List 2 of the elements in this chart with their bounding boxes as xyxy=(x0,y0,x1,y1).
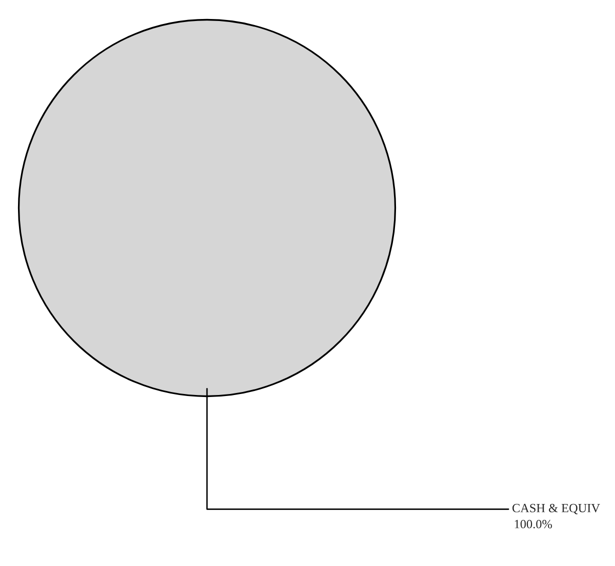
slice-label: CASH & EQUIV xyxy=(512,504,600,514)
data-label: 100.0% xyxy=(514,520,552,528)
